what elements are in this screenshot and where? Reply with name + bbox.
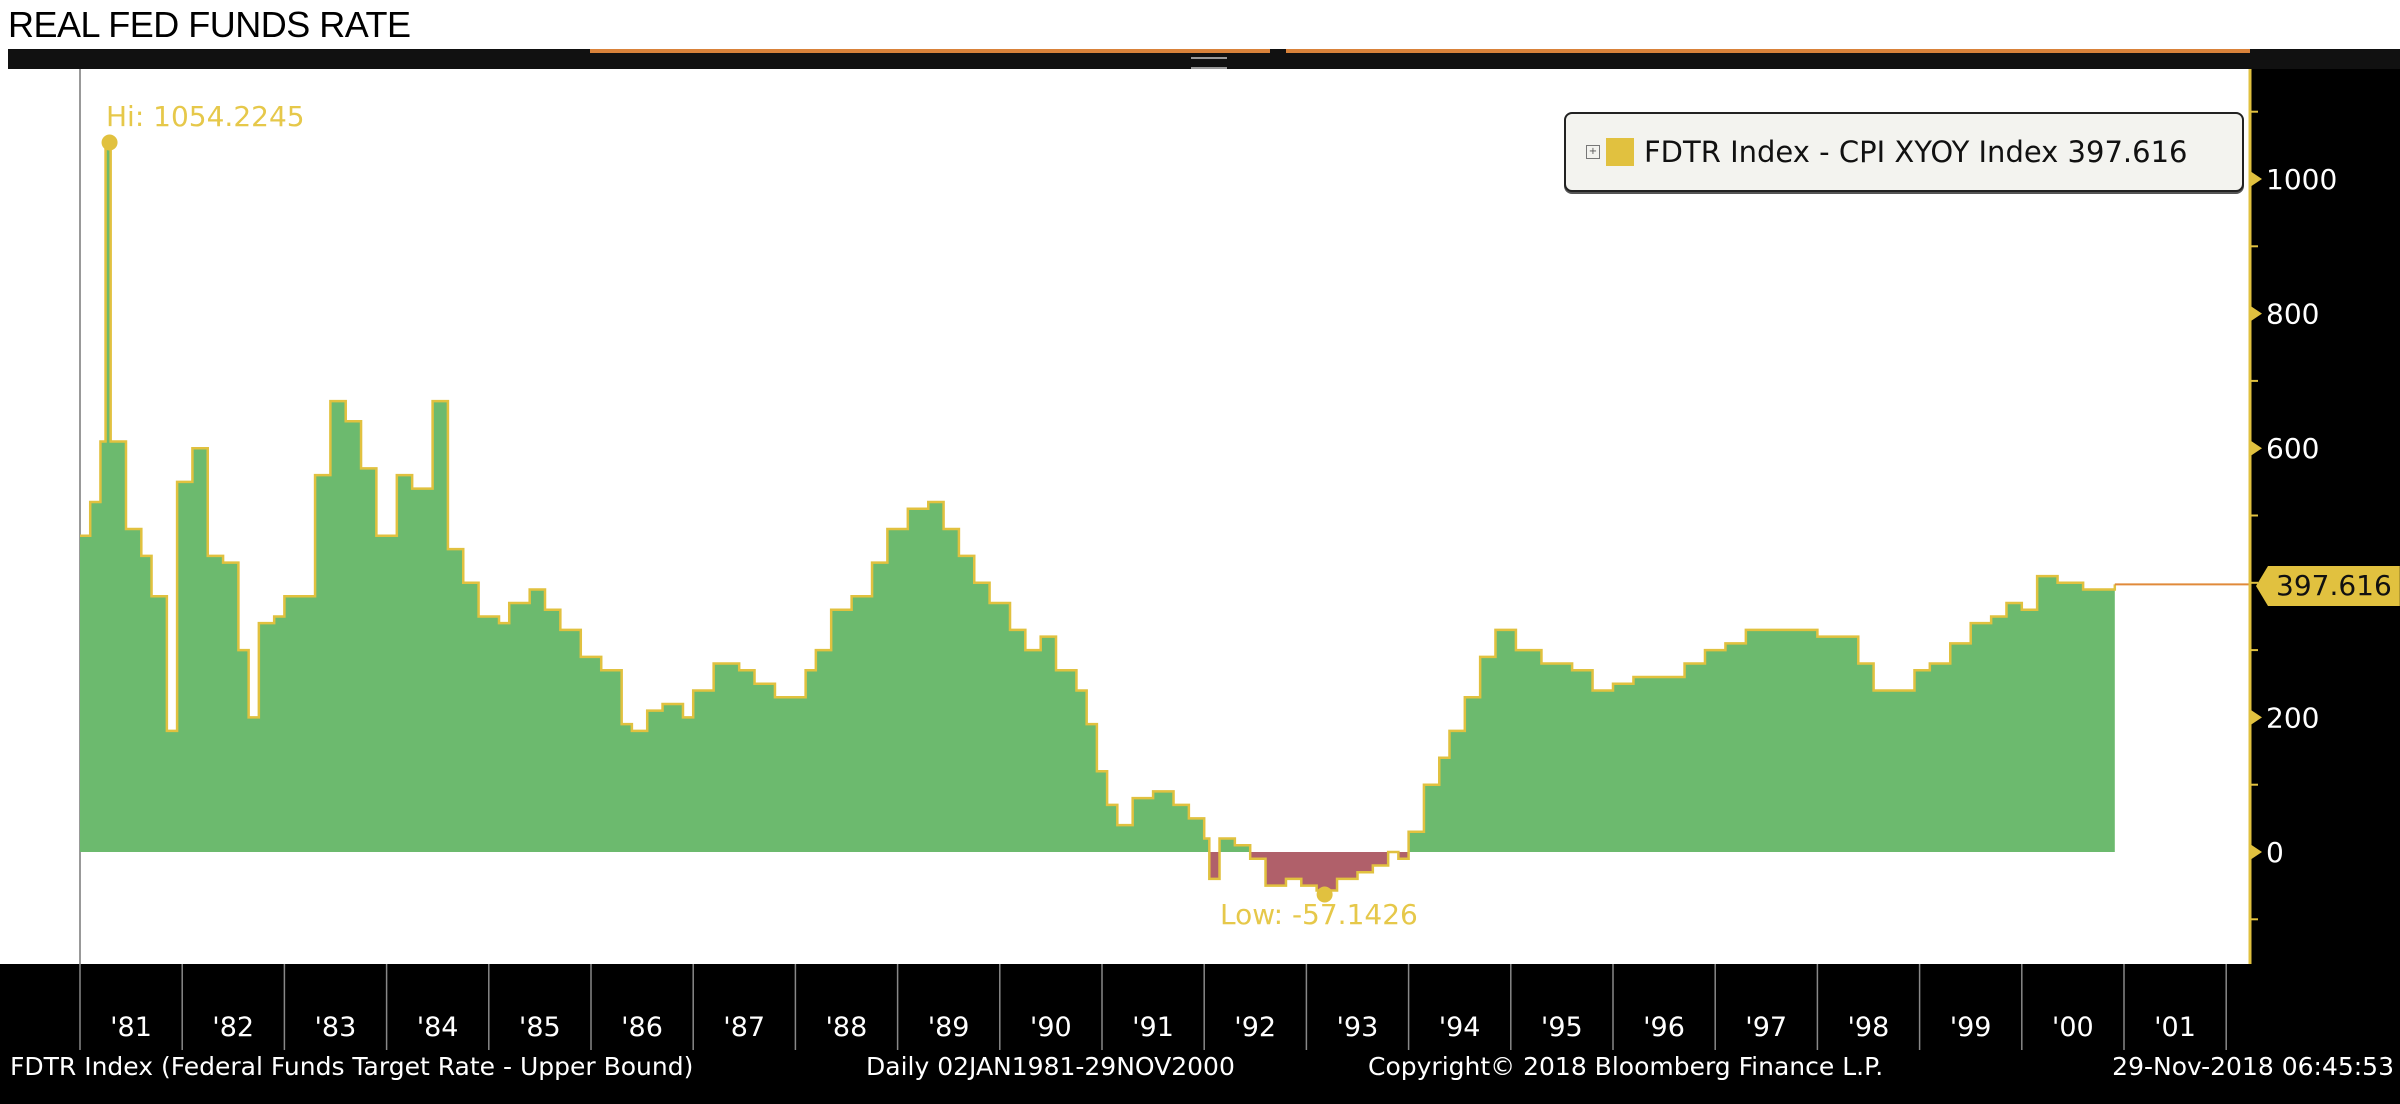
high-marker (101, 134, 118, 151)
x-tick-label: '00 (2052, 1012, 2094, 1043)
footer: FDTR Index (Federal Funds Target Rate - … (0, 1052, 2400, 1092)
x-tick-label: '84 (417, 1012, 459, 1043)
x-tick-label: '95 (1541, 1012, 1583, 1043)
last-value-badge: 397.616 (2256, 566, 2400, 606)
expand-box-icon[interactable]: + (1586, 145, 1600, 159)
x-tick-label: '82 (212, 1012, 254, 1043)
y-tick-marker (2250, 709, 2262, 726)
x-tick-label: '88 (826, 1012, 868, 1043)
y-tick-marker (2250, 305, 2262, 322)
y-axis-panel (2250, 69, 2400, 964)
x-axis-panel (0, 964, 2400, 1104)
y-tick-marker (2250, 844, 2262, 860)
x-tick-label: '97 (1745, 1012, 1787, 1043)
y-tick-label: 0 (2266, 836, 2284, 869)
x-tick-label: '96 (1643, 1012, 1685, 1043)
x-tick-label: '87 (723, 1012, 765, 1043)
positive-area (80, 142, 2115, 852)
low-marker (1316, 886, 1333, 903)
x-tick-label: '01 (2154, 1012, 2196, 1043)
high-annotation: Hi: 1054.2245 (106, 100, 305, 133)
x-tick-label: '99 (1950, 1012, 1992, 1043)
x-tick-label: '89 (928, 1012, 970, 1043)
footer-copyright: Copyright© 2018 Bloomberg Finance L.P. (1368, 1052, 1884, 1081)
range-indicator (1286, 49, 2250, 53)
x-tick-label: '94 (1439, 1012, 1481, 1043)
legend-label: FDTR Index - CPI XYOY Index 397.616 (1644, 135, 2188, 169)
footer-timestamp: 29-Nov-2018 06:45:53 (2112, 1052, 2394, 1081)
footer-range: Daily 02JAN1981-29NOV2000 (866, 1052, 1235, 1081)
y-tick-label: 1000 (2266, 163, 2337, 196)
x-tick-label: '90 (1030, 1012, 1072, 1043)
x-tick-label: '93 (1337, 1012, 1379, 1043)
range-indicator (590, 49, 1270, 53)
series-line (80, 141, 2117, 892)
low-annotation: Low: -57.1426 (1220, 898, 1418, 931)
x-tick-label: '91 (1132, 1012, 1174, 1043)
footer-source: FDTR Index (Federal Funds Target Rate - … (10, 1052, 694, 1081)
chart-title: REAL FED FUNDS RATE (8, 4, 411, 45)
toolbar-strip (8, 49, 2400, 69)
x-tick-label: '83 (315, 1012, 357, 1043)
legend-swatch (1606, 138, 1634, 166)
x-tick-label: '85 (519, 1012, 561, 1043)
resize-handle-icon[interactable] (1191, 57, 1227, 69)
y-tick-marker (2250, 171, 2262, 187)
legend[interactable]: + FDTR Index - CPI XYOY Index 397.616 (1564, 112, 2244, 192)
x-tick-label: '86 (621, 1012, 663, 1043)
x-tick-label: '81 (110, 1012, 152, 1043)
y-tick-marker (2250, 440, 2262, 457)
y-tick-label: 200 (2266, 701, 2319, 734)
x-tick-label: '98 (1848, 1012, 1890, 1043)
y-tick-label: 600 (2266, 432, 2319, 465)
x-tick-label: '92 (1234, 1012, 1276, 1043)
y-tick-label: 800 (2266, 298, 2319, 331)
